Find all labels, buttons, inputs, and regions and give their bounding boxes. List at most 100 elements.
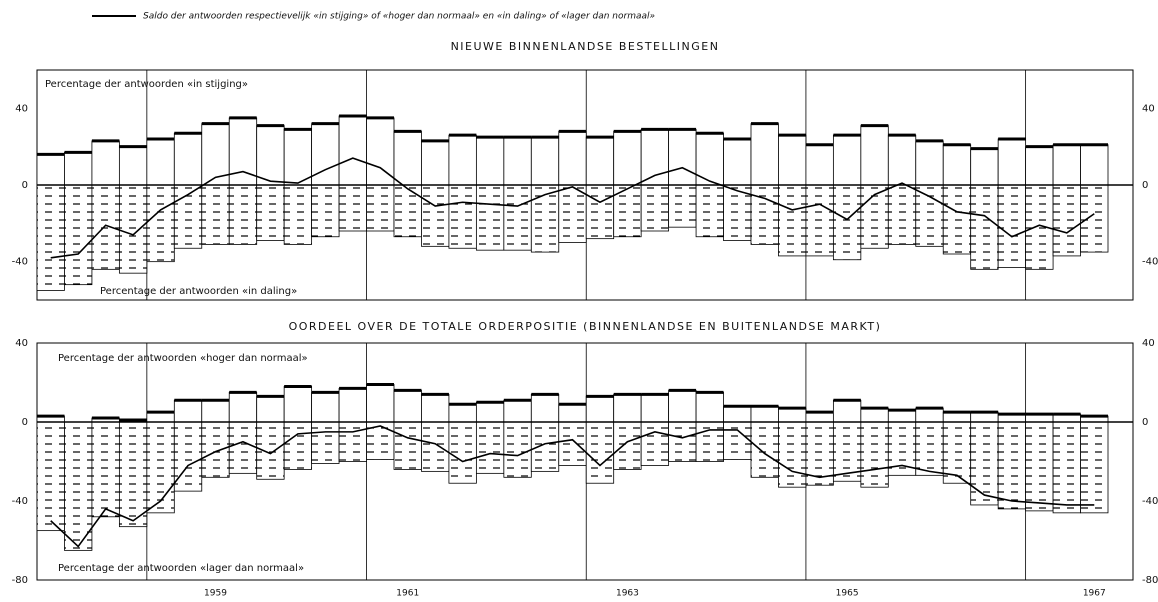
- bar-down: [448, 421, 477, 484]
- bar-up: [1080, 144, 1109, 186]
- bar-down: [778, 184, 807, 257]
- bar-down: [970, 421, 999, 506]
- bar-down: [228, 421, 258, 474]
- bar-up: [942, 144, 972, 186]
- bar-up: [778, 134, 807, 186]
- bar-down: [585, 421, 615, 484]
- x-tick-label: 1961: [396, 589, 419, 599]
- bar-up: [558, 403, 587, 423]
- bar-down: [36, 184, 65, 291]
- bar-down: [915, 421, 944, 476]
- bar-down: [915, 184, 944, 247]
- bar-up: [283, 386, 313, 423]
- bar-down: [311, 184, 340, 238]
- bar-up: [393, 389, 422, 423]
- bar-down: [695, 184, 724, 238]
- bar-up: [503, 136, 532, 186]
- bar-down: [338, 184, 367, 232]
- bar-down: [613, 421, 642, 470]
- bar-down: [695, 421, 724, 462]
- bar-up: [311, 123, 340, 186]
- y-tick-label: 40: [15, 338, 28, 349]
- bar-up: [338, 388, 367, 423]
- bar-up: [366, 384, 395, 423]
- bar-down: [1080, 421, 1109, 514]
- bar-down: [805, 184, 834, 257]
- bar-down: [832, 184, 862, 261]
- bar-down: [338, 421, 367, 462]
- bar-down: [723, 421, 752, 460]
- bar-up: [311, 391, 340, 423]
- bar-down: [1025, 421, 1054, 512]
- bar-down: [421, 184, 450, 247]
- bar-up: [887, 409, 917, 423]
- bar-up: [832, 399, 862, 423]
- bar-up: [91, 140, 120, 186]
- bar-up: [997, 138, 1027, 186]
- bar-down: [475, 184, 505, 251]
- bar-up: [558, 130, 587, 186]
- y2-tick-label: 0: [1142, 417, 1148, 428]
- bar-down: [668, 184, 697, 228]
- bar-down: [146, 184, 175, 263]
- bar-up: [585, 395, 615, 423]
- y2-tick-label: -80: [1142, 575, 1158, 586]
- annotation: Percentage der antwoorden «in daling»: [100, 286, 297, 297]
- bar-up: [1052, 144, 1081, 186]
- bar-down: [530, 184, 560, 253]
- bar-up: [393, 130, 422, 186]
- bar-up: [228, 391, 258, 423]
- bar-down: [91, 184, 120, 270]
- bar-down: [201, 184, 230, 245]
- bar-up: [448, 134, 477, 186]
- bar-up: [64, 152, 93, 186]
- bar-up: [283, 129, 313, 186]
- bar-up: [860, 125, 889, 186]
- y-tick-label: -80: [12, 575, 28, 586]
- chart-title: NIEUWE BINNENLANDSE BESTELLINGEN: [451, 40, 720, 53]
- bar-down: [146, 421, 175, 514]
- bar-up: [421, 393, 450, 423]
- bar-down: [118, 421, 148, 528]
- bar-down: [997, 184, 1027, 268]
- bar-down: [997, 421, 1027, 510]
- y2-tick-label: -40: [1142, 496, 1158, 507]
- bar-up: [118, 146, 148, 186]
- x-tick-label: 1963: [616, 589, 639, 599]
- balance-line: [50, 425, 1095, 548]
- x-tick-label: 1959: [204, 589, 227, 599]
- bar-up: [256, 125, 285, 186]
- y-tick-label: -40: [12, 257, 28, 268]
- bar-down: [1052, 421, 1081, 514]
- y-tick-label: 0: [22, 417, 28, 428]
- bar-down: [1052, 184, 1081, 257]
- bar-down: [393, 184, 422, 238]
- bar-down: [366, 184, 395, 232]
- bar-up: [475, 136, 505, 186]
- bar-down: [558, 421, 587, 466]
- annotation: Percentage der antwoorden «lager dan nor…: [58, 563, 304, 574]
- bar-up: [421, 140, 450, 186]
- bar-up: [668, 129, 697, 186]
- bar-up: [256, 395, 285, 423]
- bar-down: [36, 421, 65, 532]
- bar-up: [613, 130, 642, 186]
- bar-up: [915, 140, 944, 186]
- bar-down: [228, 184, 258, 245]
- bar-up: [530, 136, 560, 186]
- bar-down: [283, 184, 313, 245]
- y-tick-label: -40: [12, 496, 28, 507]
- bar-up: [915, 407, 944, 423]
- bar-down: [887, 184, 917, 245]
- bar-up: [860, 407, 889, 423]
- bar-down: [393, 421, 422, 470]
- bar-up: [201, 399, 230, 423]
- bar-down: [201, 421, 230, 478]
- bar-down: [64, 184, 93, 286]
- bar-down: [970, 184, 999, 270]
- x-tick-label: 1965: [836, 589, 859, 599]
- bar-down: [860, 421, 889, 488]
- bar-up: [778, 407, 807, 423]
- bar-down: [942, 184, 972, 255]
